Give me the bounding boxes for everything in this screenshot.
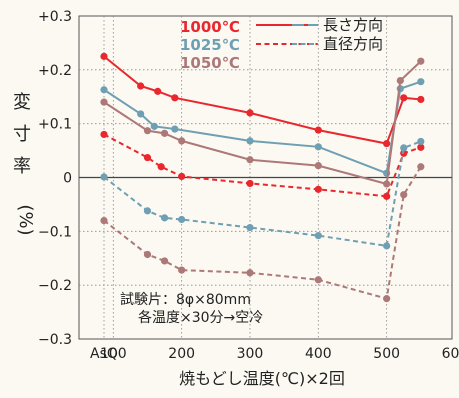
data-point xyxy=(100,130,108,139)
data-point xyxy=(246,223,254,232)
data-point xyxy=(171,125,179,133)
x-tick-label: 600 xyxy=(442,346,459,362)
legend-temp-label: 1000℃ xyxy=(180,18,240,36)
data-point xyxy=(100,52,108,60)
x-axis-label: 焼もどし温度(℃)×2回 xyxy=(179,369,345,388)
y-label-char: 率 xyxy=(13,156,31,177)
data-point xyxy=(160,129,169,137)
annotation-line: 各温度×30分→空冷 xyxy=(138,310,263,326)
data-point xyxy=(400,144,408,152)
data-point xyxy=(160,214,169,222)
data-point xyxy=(178,172,186,181)
legend-temp-label: 1025℃ xyxy=(180,36,240,54)
y-tick-label: +0.2 xyxy=(38,63,72,79)
y-axis-label: 変寸率 (%) xyxy=(13,92,36,236)
data-point xyxy=(100,173,108,181)
data-point xyxy=(143,250,152,259)
data-point xyxy=(143,127,152,135)
data-point xyxy=(246,109,254,117)
data-point xyxy=(178,137,186,145)
data-point xyxy=(314,126,322,134)
data-point xyxy=(100,86,108,94)
data-point xyxy=(171,94,179,102)
data-point xyxy=(100,216,108,225)
annotation: 試験片：8φ×80mm 各温度×30分→空冷 xyxy=(120,292,263,326)
y-tick-label: −0.2 xyxy=(38,278,72,294)
data-point xyxy=(383,242,391,250)
data-point xyxy=(383,295,391,303)
data-point xyxy=(246,269,254,277)
data-point xyxy=(400,94,408,102)
series-line xyxy=(103,140,422,248)
series-line xyxy=(103,166,422,300)
data-point xyxy=(400,191,408,199)
x-tick-label: 300 xyxy=(237,346,264,362)
y-tick-label: −0.1 xyxy=(38,224,72,240)
data-point xyxy=(396,77,404,85)
x-tick-label: AsQ xyxy=(90,346,118,362)
data-point xyxy=(314,143,322,151)
x-tick-label: 200 xyxy=(168,346,195,362)
data-point xyxy=(137,82,145,90)
y-tick-label: −0.3 xyxy=(38,332,72,348)
data-point xyxy=(157,163,165,171)
data-point xyxy=(417,143,425,151)
data-point xyxy=(314,162,322,170)
y-tick-label: 0 xyxy=(63,171,72,187)
data-point xyxy=(417,78,425,86)
data-point xyxy=(417,163,425,171)
y-label-char: 寸 xyxy=(13,124,31,145)
y-label-char: (%) xyxy=(15,204,36,235)
legend-style-label: 長さ方向 xyxy=(323,16,383,34)
series xyxy=(100,57,425,188)
y-tick-label: +0.3 xyxy=(38,9,72,25)
data-point xyxy=(314,185,322,193)
data-point xyxy=(150,122,158,130)
data-point xyxy=(417,57,425,65)
series xyxy=(100,163,425,303)
legend-temp-label: 1050℃ xyxy=(180,54,240,72)
data-point xyxy=(383,180,391,188)
annotation-line: 試験片：8φ×80mm xyxy=(120,292,251,308)
y-ticks: +0.3 +0.2 +0.1 0 −0.1 −0.2 −0.3 xyxy=(38,9,72,348)
data-point xyxy=(417,95,425,104)
y-tick-label: +0.1 xyxy=(38,117,72,133)
data-point xyxy=(100,98,108,106)
data-point xyxy=(143,153,152,162)
data-point xyxy=(143,207,152,215)
data-point xyxy=(154,87,162,95)
data-point xyxy=(178,215,186,224)
y-label-char: 変 xyxy=(13,92,31,113)
series-group xyxy=(100,52,425,303)
series xyxy=(100,52,425,148)
data-point xyxy=(246,179,254,188)
data-point xyxy=(314,276,322,284)
series xyxy=(100,137,425,250)
x-tick-label: 500 xyxy=(373,346,400,362)
data-point xyxy=(246,137,254,145)
data-point xyxy=(383,139,391,148)
data-point xyxy=(160,257,169,265)
x-tick-label: 400 xyxy=(305,346,332,362)
data-point xyxy=(417,137,425,146)
data-point xyxy=(383,192,391,200)
x-tick-label: 100 xyxy=(100,346,127,362)
data-point xyxy=(178,266,186,274)
data-point xyxy=(137,110,145,118)
data-point xyxy=(246,156,254,164)
series xyxy=(100,130,425,200)
data-point xyxy=(314,232,322,240)
legend-style-label: 直径方向 xyxy=(323,35,383,53)
